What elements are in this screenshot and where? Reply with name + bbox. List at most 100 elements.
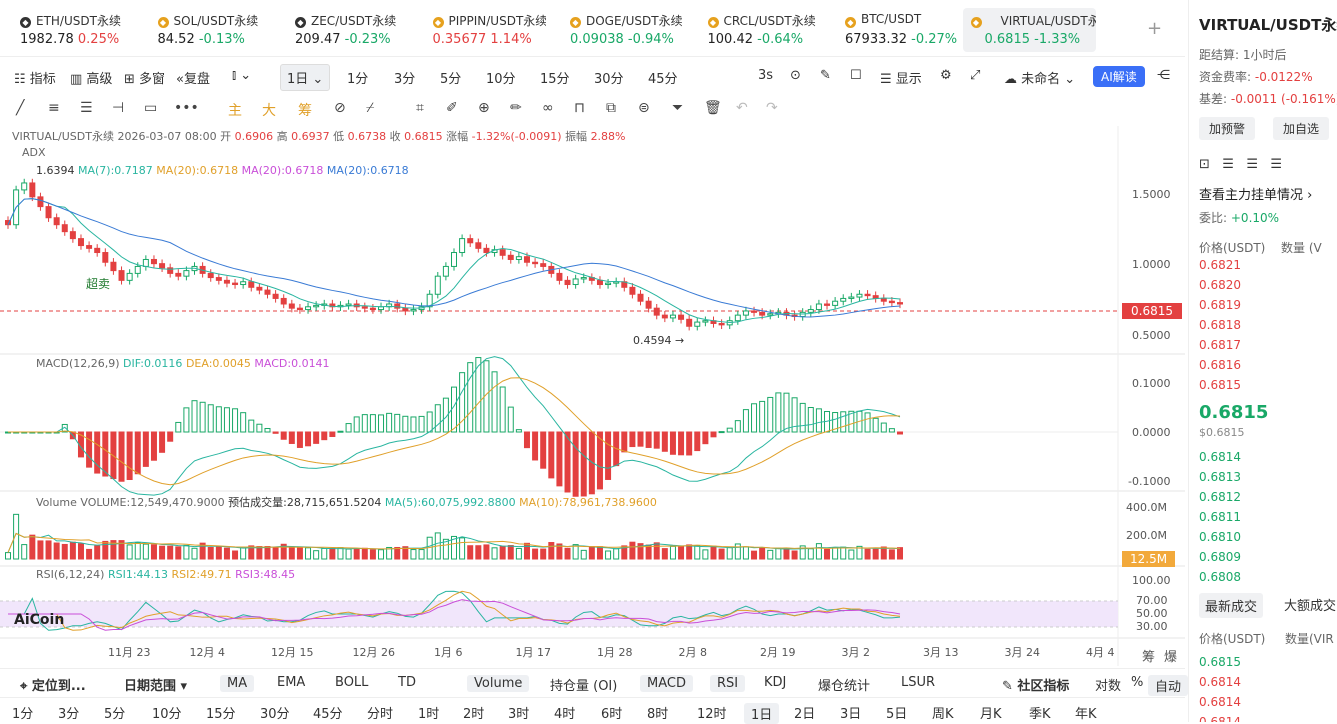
share-icon[interactable]: ⋲ [1157, 68, 1170, 83]
chart-canvas[interactable] [0, 126, 1185, 666]
bid-price[interactable]: 0.6812 [1199, 490, 1241, 504]
period-option[interactable]: 分时 [367, 707, 394, 722]
period-option[interactable]: 4时 [554, 707, 576, 722]
burst-side-button[interactable]: 爆 [1164, 650, 1178, 665]
rect-tool-icon[interactable]: ▭ [144, 100, 158, 116]
percent-toggle[interactable]: % [1131, 675, 1144, 690]
view-main-orders-link[interactable]: 查看主力挂单情况 › [1199, 188, 1313, 203]
ask-price[interactable]: 0.6815 [1199, 378, 1241, 392]
more-tool-icon[interactable]: ••• [174, 100, 199, 116]
ask-price[interactable]: 0.6820 [1199, 278, 1241, 292]
hline-tool-icon[interactable]: ⊣ [112, 100, 125, 116]
ruler-icon[interactable]: ✐ [446, 100, 458, 116]
pen-icon[interactable]: ✎ [820, 68, 831, 83]
ticker-tab[interactable]: ◆ BTC/USDT 67933.32 -0.27% [825, 8, 958, 52]
gear-icon[interactable]: ⚙ [940, 68, 952, 83]
locate-button[interactable]: ⌖ 定位到... [20, 679, 86, 694]
display-button[interactable]: ☰ 显示 [880, 72, 922, 87]
multiwin-button[interactable]: ⊞ 多窗 [124, 72, 166, 87]
ticker-tab[interactable]: ◆ ZEC/USDT永续 209.47 -0.23% [275, 8, 408, 52]
ticker-tab[interactable]: ◆ VIRTUAL/USDT永续 0.6815 -1.33% [962, 8, 1096, 52]
period-5m[interactable]: 5分 [440, 72, 462, 87]
period-option[interactable]: 15分 [206, 707, 236, 722]
period-45m[interactable]: 45分 [648, 72, 678, 87]
period-option[interactable]: 季K [1029, 707, 1051, 722]
community-indicator-button[interactable]: ✎ 社区指标 [1002, 679, 1070, 694]
undo-icon[interactable]: ↶ [736, 100, 748, 116]
period-option[interactable]: 1时 [418, 707, 440, 722]
rsi-toggle[interactable]: RSI [710, 675, 746, 692]
period-option[interactable]: 1日 [744, 703, 780, 724]
mag-icon[interactable]: ⊜ [638, 100, 650, 116]
bid-price[interactable]: 0.6813 [1199, 470, 1241, 484]
favorite-button[interactable]: 加自选 [1273, 117, 1330, 140]
redo-icon[interactable]: ↷ [766, 100, 778, 116]
period-select[interactable]: 1日 ⌄ [280, 64, 331, 91]
ask-price[interactable]: 0.6819 [1199, 298, 1241, 312]
big-tool[interactable]: 大 [262, 103, 276, 119]
layout-select[interactable]: ☁ 未命名 ⌄ [1004, 72, 1076, 87]
ticker-tab[interactable]: ◆ SOL/USDT永续 84.52 -0.13% [138, 8, 271, 52]
ticker-tab[interactable]: ◆ DOGE/USDT永续 0.09038 -0.94% [550, 8, 683, 52]
ask-price[interactable]: 0.6821 [1199, 258, 1241, 272]
ticker-tab[interactable]: ◆ PIPPIN/USDT永续 0.35677 1.14% [413, 8, 546, 52]
camera-icon[interactable]: ⊙ [790, 68, 801, 83]
bid-price[interactable]: 0.6810 [1199, 530, 1241, 544]
ma-toggle[interactable]: MA [220, 675, 255, 692]
period-option[interactable]: 10分 [152, 707, 182, 722]
chip-side-button[interactable]: 筹 [1142, 650, 1156, 665]
period-option[interactable]: 2日 [794, 707, 816, 722]
big-trades-tab[interactable]: 大额成交 [1284, 599, 1337, 614]
period-option[interactable]: 年K [1075, 707, 1097, 722]
log-toggle[interactable]: 对数 [1095, 679, 1122, 694]
period-option[interactable]: 月K [980, 707, 1002, 722]
magnet-icon[interactable]: ⊘ [334, 100, 346, 116]
trash-icon[interactable]: 🗑 [704, 100, 722, 116]
period-30m[interactable]: 30分 [594, 72, 624, 87]
advanced-button[interactable]: ▥ 高级 [70, 72, 113, 87]
boll-toggle[interactable]: BOLL [335, 675, 369, 690]
period-option[interactable]: 6时 [601, 707, 623, 722]
period-option[interactable]: 5分 [104, 707, 126, 722]
kdj-toggle[interactable]: KDJ [764, 675, 787, 690]
lock-icon[interactable]: ⊓ [574, 100, 585, 116]
period-option[interactable]: 2时 [463, 707, 485, 722]
period-10m[interactable]: 10分 [486, 72, 516, 87]
period-option[interactable]: 3日 [840, 707, 862, 722]
date-range-select[interactable]: 日期范围 ▾ [124, 679, 188, 694]
macd-toggle[interactable]: MACD [640, 675, 693, 692]
ask-price[interactable]: 0.6817 [1199, 338, 1241, 352]
line-tool-icon[interactable]: ╱ [16, 100, 25, 116]
latest-trades-tab[interactable]: 最新成交 [1199, 593, 1264, 618]
ticker-tab[interactable]: ◆ CRCL/USDT永续 100.42 -0.64% [688, 8, 821, 52]
zoom-icon[interactable]: ⊕ [478, 100, 490, 116]
alert-button[interactable]: 加预警 [1199, 117, 1256, 140]
period-option[interactable]: 5日 [886, 707, 908, 722]
indicator-button[interactable]: ☷ 指标 [14, 72, 56, 87]
oi-toggle[interactable]: 持仓量 (OI) [550, 679, 618, 694]
bid-price[interactable]: 0.6811 [1199, 510, 1241, 524]
ask-price[interactable]: 0.6816 [1199, 358, 1241, 372]
comment-icon[interactable]: ☐ [850, 68, 862, 83]
chart-area[interactable]: VIRTUAL/USDT永续 2026-03-07 08:00 开 0.6906… [0, 126, 1185, 666]
chart-type-button[interactable]: ⫾ ⌄ [232, 68, 252, 83]
liquidation-toggle[interactable]: 爆仓统计 [818, 679, 871, 694]
period-option[interactable]: 3分 [58, 707, 80, 722]
period-option[interactable]: 1分 [12, 707, 34, 722]
ticker-tab[interactable]: ◆ ETH/USDT永续 1982.78 0.25% [0, 8, 133, 52]
replay-button[interactable]: «复盘 [176, 72, 210, 87]
brush-icon[interactable]: ✏ [510, 100, 522, 116]
period-option[interactable]: 8时 [647, 707, 669, 722]
bid-price[interactable]: 0.6814 [1199, 450, 1241, 464]
td-toggle[interactable]: TD [398, 675, 416, 690]
period-3m[interactable]: 3分 [394, 72, 416, 87]
period-option[interactable]: 45分 [313, 707, 343, 722]
channel-tool-icon[interactable]: ☰ [80, 100, 93, 116]
auto-toggle[interactable]: 自动 [1148, 675, 1189, 696]
ema-toggle[interactable]: EMA [277, 675, 306, 690]
parallel-tool-icon[interactable]: ≡ [48, 100, 60, 116]
link-icon[interactable]: ∞ [542, 100, 554, 116]
ask-price[interactable]: 0.6818 [1199, 318, 1241, 332]
period-option[interactable]: 3时 [508, 707, 530, 722]
period-15m[interactable]: 15分 [540, 72, 570, 87]
